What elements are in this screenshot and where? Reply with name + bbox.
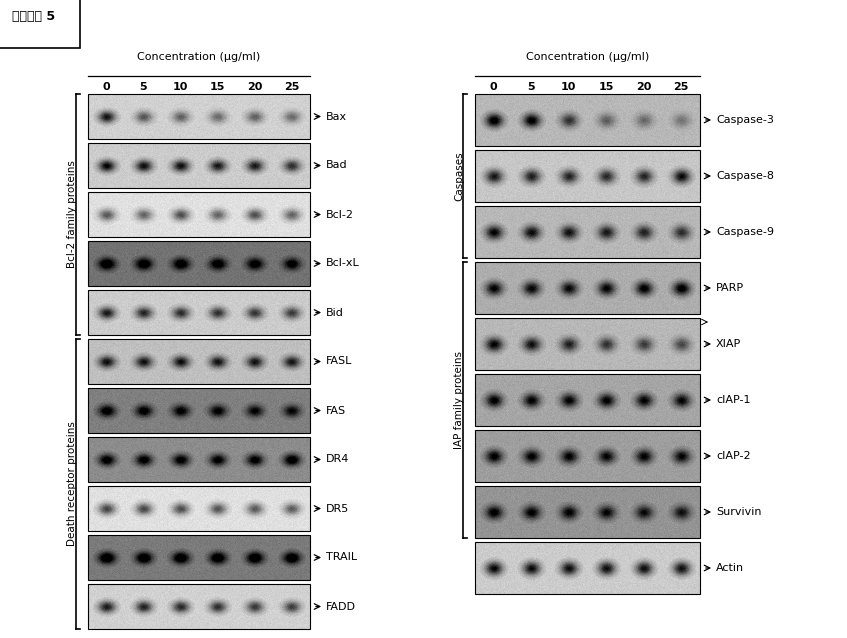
Bar bbox=[88, 241, 310, 286]
Text: 20: 20 bbox=[246, 82, 263, 92]
Text: Death receptor proteins: Death receptor proteins bbox=[67, 422, 77, 546]
Text: Actin: Actin bbox=[716, 563, 745, 573]
Text: Bcl-2: Bcl-2 bbox=[326, 209, 354, 219]
Text: DR4: DR4 bbox=[326, 454, 349, 464]
Bar bbox=[88, 584, 310, 629]
Text: Survivin: Survivin bbox=[716, 507, 761, 517]
Bar bbox=[88, 290, 310, 335]
Text: FADD: FADD bbox=[326, 602, 356, 611]
Bar bbox=[475, 542, 700, 594]
Bar bbox=[88, 486, 310, 531]
Text: 5: 5 bbox=[140, 82, 147, 92]
Bar bbox=[88, 535, 310, 580]
Bar bbox=[475, 318, 700, 370]
Bar bbox=[475, 374, 700, 426]
Text: DR5: DR5 bbox=[326, 503, 349, 514]
Text: Bad: Bad bbox=[326, 161, 347, 170]
Text: Caspase-9: Caspase-9 bbox=[716, 227, 774, 237]
Bar bbox=[475, 150, 700, 202]
Text: 연구결과 5: 연구결과 5 bbox=[12, 10, 55, 23]
Text: 25: 25 bbox=[673, 82, 689, 92]
Bar bbox=[475, 206, 700, 258]
Text: FASL: FASL bbox=[326, 357, 352, 366]
Text: Concentration (µg/ml): Concentration (µg/ml) bbox=[137, 52, 261, 62]
Bar bbox=[475, 430, 700, 482]
Text: 10: 10 bbox=[173, 82, 188, 92]
Bar bbox=[88, 143, 310, 188]
Bar bbox=[88, 437, 310, 482]
Bar bbox=[475, 486, 700, 538]
Text: TRAIL: TRAIL bbox=[326, 553, 357, 563]
Text: 0: 0 bbox=[490, 82, 497, 92]
Bar bbox=[475, 262, 700, 314]
Text: 20: 20 bbox=[636, 82, 651, 92]
Text: Caspases: Caspases bbox=[454, 151, 464, 201]
Text: FAS: FAS bbox=[326, 406, 346, 415]
Text: 15: 15 bbox=[599, 82, 614, 92]
Text: Caspase-3: Caspase-3 bbox=[716, 115, 774, 125]
Bar bbox=[88, 388, 310, 433]
Text: Bcl-2 family proteins: Bcl-2 family proteins bbox=[67, 161, 77, 269]
Text: Caspase-8: Caspase-8 bbox=[716, 171, 774, 181]
Bar bbox=[88, 192, 310, 237]
Bar bbox=[88, 339, 310, 384]
Text: cIAP-2: cIAP-2 bbox=[716, 451, 750, 461]
Text: Bid: Bid bbox=[326, 308, 344, 318]
Text: cIAP-1: cIAP-1 bbox=[716, 395, 750, 405]
Text: IAP family proteins: IAP family proteins bbox=[454, 351, 464, 449]
Text: Bax: Bax bbox=[326, 112, 347, 121]
Text: 0: 0 bbox=[102, 82, 110, 92]
Text: 15: 15 bbox=[210, 82, 225, 92]
Text: 25: 25 bbox=[284, 82, 299, 92]
Text: 10: 10 bbox=[561, 82, 577, 92]
Text: Bcl-xL: Bcl-xL bbox=[326, 258, 360, 269]
Text: Concentration (µg/ml): Concentration (µg/ml) bbox=[526, 52, 649, 62]
Bar bbox=[88, 94, 310, 139]
Text: 5: 5 bbox=[528, 82, 535, 92]
Text: PARP: PARP bbox=[716, 283, 745, 293]
Text: XIAP: XIAP bbox=[716, 339, 741, 349]
Bar bbox=[475, 94, 700, 146]
